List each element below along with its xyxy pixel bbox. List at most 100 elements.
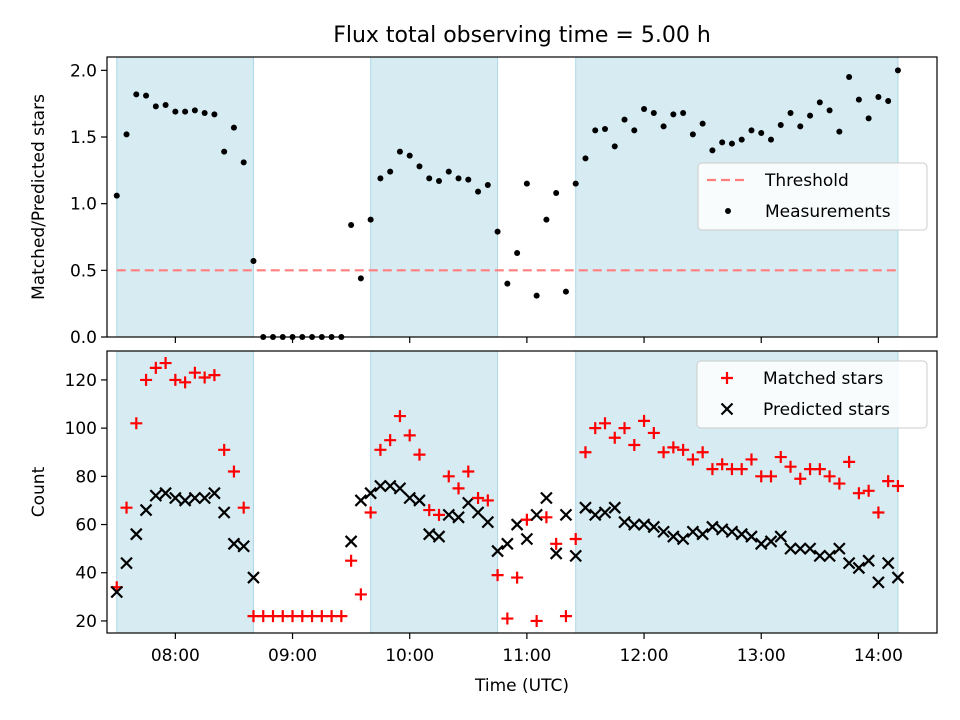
x-tick-label: 12:00 <box>620 646 669 666</box>
predicted-star-point <box>422 527 436 541</box>
ratio-panel: 0.0 0.5 1.0 1.5 2.0 Matched/Predicted stars Th… <box>29 56 938 348</box>
measurement-point <box>348 222 355 228</box>
measurement-point <box>494 228 501 235</box>
predicted-star-point <box>110 585 124 599</box>
matched-star-point <box>364 506 377 519</box>
matched-star-point <box>579 446 592 459</box>
measurement-point <box>250 258 257 264</box>
measurement-point <box>426 175 433 182</box>
measurement-point <box>572 180 579 187</box>
predicted-star-point <box>852 561 866 575</box>
predicted-star-point <box>208 486 221 500</box>
measurement-point <box>797 123 804 130</box>
predicted-star-point <box>686 525 700 539</box>
measurement-point <box>582 155 589 162</box>
predicted-star-point <box>754 537 768 551</box>
matched-star-point <box>813 463 826 476</box>
predicted-star-point <box>530 508 543 522</box>
matched-star-point <box>852 487 865 500</box>
predicted-star-point <box>862 554 875 567</box>
measurement-point <box>201 110 208 116</box>
matched-star-point <box>511 571 524 584</box>
matched-star-point <box>706 463 719 476</box>
predicted-star-point <box>413 494 426 507</box>
matched-star-point <box>345 554 358 567</box>
matched-star-point <box>677 443 690 456</box>
matched-star-point <box>218 443 231 456</box>
matched-star-point <box>413 448 426 461</box>
measurement-point <box>836 128 843 135</box>
predicted-star-point <box>188 491 202 505</box>
matched-star-point <box>208 369 221 382</box>
predicted-star-point <box>667 530 680 543</box>
legend-threshold-label: Threshold <box>764 171 849 191</box>
legend-measurement-label: Measurements <box>765 202 891 222</box>
matched-star-point <box>354 588 367 601</box>
predicted-star-point <box>198 491 211 505</box>
matched-star-point <box>540 511 553 524</box>
measurement-point <box>602 126 608 132</box>
measurement-point <box>670 111 677 118</box>
measurement-point <box>406 152 413 159</box>
matched-star-point <box>130 417 143 430</box>
predicted-star-point <box>169 491 182 505</box>
x-tick-label: 13:00 <box>737 646 786 666</box>
matched-star-point <box>462 465 475 478</box>
legend-matched-swatch <box>721 372 733 384</box>
measurement-point <box>777 122 784 128</box>
measurement-point <box>631 127 638 134</box>
measurement-point <box>875 94 882 100</box>
measurement-point <box>592 127 599 134</box>
matched-star-point <box>765 470 777 483</box>
measurement-point <box>562 288 569 295</box>
x-tick-label: 11:00 <box>502 646 551 666</box>
measurement-point <box>514 250 521 256</box>
axes-frame <box>106 350 938 634</box>
measurement-point <box>553 190 560 196</box>
predicted-star-point <box>745 530 758 543</box>
predicted-star-point <box>383 479 397 493</box>
predicted-star-point <box>813 549 827 563</box>
predicted-star-point <box>364 486 377 500</box>
legend-matched-label: Matched stars <box>763 369 883 389</box>
x-tick-label: 10:00 <box>385 646 434 666</box>
predicted-star-point <box>764 535 778 548</box>
measurement-point <box>475 188 482 195</box>
count-panel: 20 40 60 80 100 120 08:00 09:00 10:00 11:00 12:00 1… <box>29 350 938 696</box>
predicted-star-point <box>549 547 563 560</box>
predicted-star-point <box>881 556 895 570</box>
predicted-star-point <box>833 542 846 555</box>
predicted-star-point <box>237 539 250 553</box>
y-tick-label: 2.0 <box>70 61 97 81</box>
measurement-point <box>768 136 774 143</box>
measurement-point <box>484 182 491 188</box>
measurement-point <box>357 275 364 282</box>
measurement-point <box>826 107 833 114</box>
y-tick-label: 120 <box>65 371 97 391</box>
measurement-point <box>504 280 511 287</box>
predicted-star-point <box>442 508 456 522</box>
matched-star-point <box>618 422 631 435</box>
measurement-point <box>240 159 247 166</box>
observing-interval-band <box>370 350 499 634</box>
matched-star-point <box>608 431 621 444</box>
matched-star-point <box>393 410 406 423</box>
measurement-point <box>367 216 374 223</box>
matched-star-point <box>862 484 875 497</box>
y-tick-label: 20 <box>75 612 97 632</box>
matched-star-point <box>442 470 455 483</box>
measurement-point <box>182 108 189 115</box>
predicted-star-point <box>510 518 524 531</box>
matched-star-point <box>472 492 485 505</box>
matched-star-point <box>569 533 582 545</box>
predicted-star-point <box>569 549 582 563</box>
measurement-point <box>807 112 814 119</box>
matched-star-point <box>179 376 192 389</box>
matched-star-point <box>638 414 651 427</box>
predicted-star-point <box>774 530 788 543</box>
predicted-star-point <box>247 571 260 584</box>
measurement-point <box>133 91 140 98</box>
predicted-star-point <box>696 527 709 541</box>
matched-star-point <box>530 614 543 627</box>
measurement-point <box>445 168 452 175</box>
